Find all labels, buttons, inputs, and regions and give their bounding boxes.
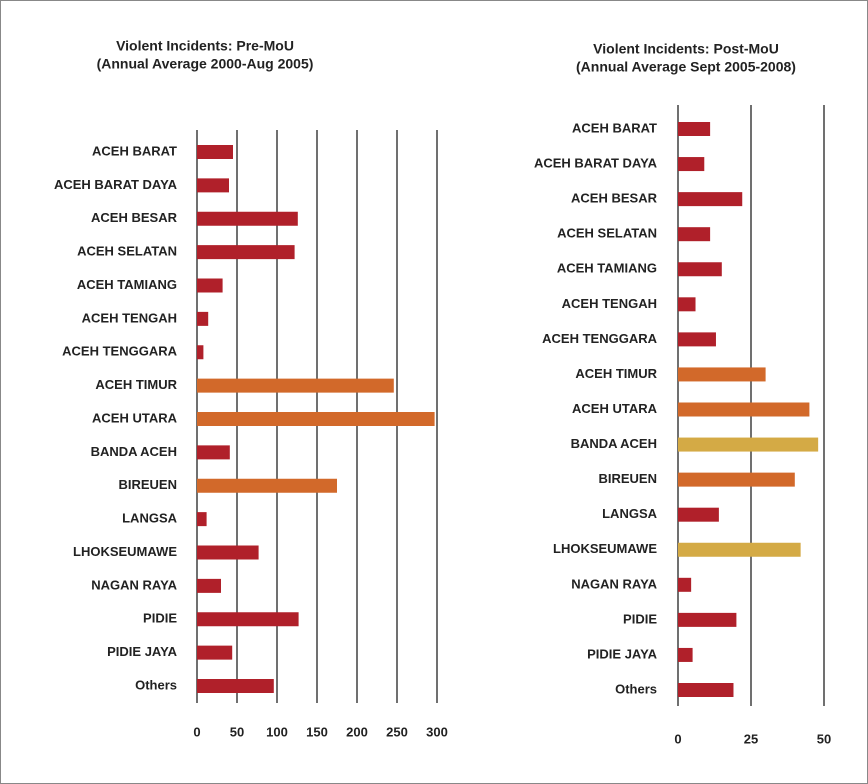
chart-title: Violent Incidents: Pre-MoU xyxy=(116,38,294,54)
bar xyxy=(678,507,719,522)
bar xyxy=(678,402,810,417)
bar xyxy=(197,679,274,693)
bar xyxy=(678,472,795,487)
bar xyxy=(197,345,204,360)
y-tick-label: BIREUEN xyxy=(118,477,177,492)
chart-title: Violent Incidents: Post-MoU xyxy=(593,41,779,57)
y-tick-label: LHOKSEUMAWE xyxy=(553,541,657,556)
y-tick-label: LHOKSEUMAWE xyxy=(73,544,177,559)
y-tick-label: ACEH UTARA xyxy=(92,410,178,425)
y-tick-label: PIDIE xyxy=(623,611,657,626)
bar xyxy=(678,647,693,662)
y-tick-label: PIDIE JAYA xyxy=(587,646,657,661)
bar xyxy=(678,227,711,242)
y-tick-label: ACEH TIMUR xyxy=(95,377,177,392)
bar xyxy=(678,437,819,452)
y-tick-label: LANGSA xyxy=(122,511,178,526)
x-tick-label: 200 xyxy=(346,724,368,739)
y-tick-label: ACEH SELATAN xyxy=(557,226,657,241)
y-tick-label: ACEH TAMIANG xyxy=(77,277,177,292)
bar xyxy=(197,145,233,159)
y-tick-label: Others xyxy=(135,677,177,692)
bar xyxy=(678,683,734,697)
bar xyxy=(197,378,394,393)
y-tick-label: PIDIE JAYA xyxy=(107,644,177,659)
bar xyxy=(197,578,221,593)
chart-title: (Annual Average 2000-Aug 2005) xyxy=(97,56,314,72)
bar xyxy=(197,545,259,560)
bar xyxy=(678,262,722,277)
bar xyxy=(197,211,298,226)
bar xyxy=(197,612,299,627)
bar xyxy=(678,122,711,136)
y-tick-label: ACEH TENGAH xyxy=(82,310,177,325)
x-tick-label: 0 xyxy=(674,731,681,746)
bar xyxy=(197,478,337,493)
y-tick-label: LANGSA xyxy=(602,506,658,521)
y-tick-label: BANDA ACEH xyxy=(91,444,177,459)
bar xyxy=(197,645,233,660)
y-tick-label: ACEH BESAR xyxy=(571,191,658,206)
bar xyxy=(197,311,209,326)
x-tick-label: 100 xyxy=(266,724,288,739)
y-tick-label: ACEH TENGGARA xyxy=(542,331,657,346)
y-tick-label: ACEH UTARA xyxy=(572,401,658,416)
y-tick-label: ACEH TAMIANG xyxy=(557,261,657,276)
y-tick-label: Others xyxy=(615,681,657,696)
bar xyxy=(678,157,705,172)
y-tick-label: ACEH BARAT xyxy=(572,120,657,135)
bar xyxy=(678,332,716,347)
x-tick-label: 50 xyxy=(230,724,244,739)
y-tick-label: ACEH TENGAH xyxy=(562,296,657,311)
y-tick-label: BANDA ACEH xyxy=(571,436,657,451)
bar xyxy=(197,445,230,460)
bar xyxy=(197,178,229,193)
bar xyxy=(678,192,743,207)
y-tick-label: ACEH TENGGARA xyxy=(62,344,177,359)
bar xyxy=(678,612,737,627)
x-tick-label: 300 xyxy=(426,724,448,739)
y-tick-label: ACEH TIMUR xyxy=(575,366,657,381)
bar xyxy=(197,512,207,527)
x-tick-label: 50 xyxy=(817,731,831,746)
y-tick-label: ACEH BARAT DAYA xyxy=(54,177,178,192)
bar xyxy=(197,278,223,293)
x-tick-label: 250 xyxy=(386,724,408,739)
y-tick-label: ACEH BARAT xyxy=(92,143,177,158)
y-tick-label: ACEH BESAR xyxy=(91,210,178,225)
y-tick-label: ACEH BARAT DAYA xyxy=(534,156,658,171)
bar xyxy=(197,245,295,260)
y-tick-label: BIREUEN xyxy=(598,471,657,486)
x-tick-label: 25 xyxy=(744,731,758,746)
chart-title: (Annual Average Sept 2005-2008) xyxy=(576,59,796,75)
y-tick-label: NAGAN RAYA xyxy=(571,576,657,591)
bar xyxy=(197,412,435,426)
bar xyxy=(678,297,696,312)
bar xyxy=(678,367,766,382)
y-tick-label: ACEH SELATAN xyxy=(77,244,177,259)
bar xyxy=(678,542,801,557)
x-tick-label: 150 xyxy=(306,724,328,739)
y-tick-label: PIDIE xyxy=(143,611,177,626)
y-tick-label: NAGAN RAYA xyxy=(91,577,177,592)
bar xyxy=(678,577,692,592)
x-tick-label: 0 xyxy=(193,724,200,739)
